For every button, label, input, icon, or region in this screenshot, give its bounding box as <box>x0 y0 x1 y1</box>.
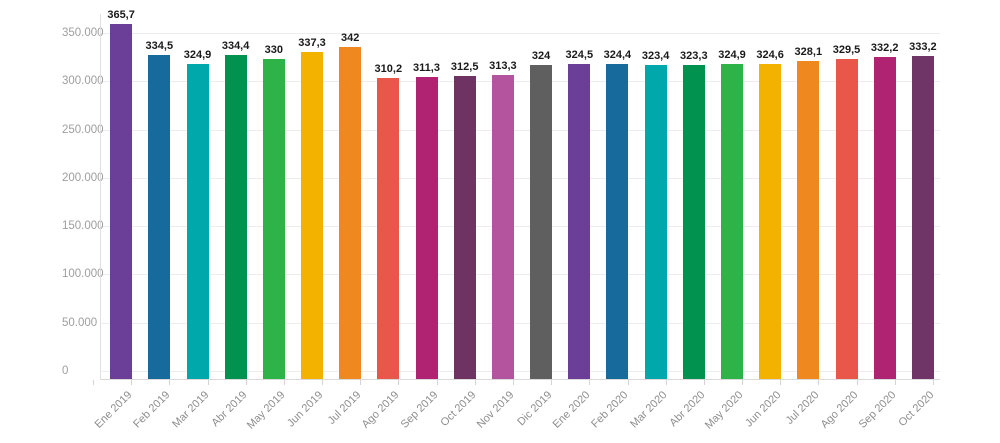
x-axis-tick <box>360 380 362 385</box>
y-axis-label: 250.000 <box>62 123 104 136</box>
bar-jul-2019[interactable] <box>339 47 362 379</box>
gridline <box>100 32 940 34</box>
bar-value-label: 312,5 <box>450 60 479 73</box>
x-axis-tick <box>589 380 591 385</box>
bar-nov-2019[interactable] <box>491 75 514 379</box>
x-axis-line <box>100 379 940 380</box>
x-axis-tick <box>131 380 133 385</box>
gridline <box>100 81 940 83</box>
gridline <box>100 322 940 324</box>
gridline <box>100 177 940 179</box>
y-axis-label: 150.000 <box>62 220 104 233</box>
bar-jun-2020[interactable] <box>759 64 782 379</box>
bar-sep-2020[interactable] <box>873 56 896 379</box>
bar-value-label: 323,4 <box>641 50 670 63</box>
bar-value-label: 324,9 <box>183 48 212 61</box>
bar-ene-2020[interactable] <box>568 64 591 379</box>
bar-value-label: 337,3 <box>298 36 326 49</box>
bar-ago-2020[interactable] <box>835 59 858 379</box>
x-axis-tick <box>665 380 667 385</box>
x-axis-tick <box>780 380 782 385</box>
x-axis-tick <box>513 380 514 385</box>
bar-abr-2020[interactable] <box>682 65 705 379</box>
gridline <box>100 371 940 372</box>
bar-value-label: 310,2 <box>374 63 403 76</box>
bar-oct-2020[interactable] <box>911 55 934 379</box>
y-axis-label: 200.000 <box>62 171 104 184</box>
bar-value-label: 323,3 <box>680 50 708 63</box>
x-axis-tick <box>627 380 629 385</box>
x-axis-tick <box>933 380 934 385</box>
bar-ago-2019[interactable] <box>377 78 400 379</box>
bar-oct-2019[interactable] <box>453 75 476 379</box>
bar-value-label: 365,7 <box>107 9 135 22</box>
bar-value-label: 324,4 <box>603 49 632 62</box>
y-axis-label: 50.000 <box>62 316 98 329</box>
bar-may-2019[interactable] <box>262 58 285 379</box>
y-axis-label: 0 <box>62 365 69 377</box>
bar-value-label: 330 <box>264 43 283 56</box>
bar-value-label: 342 <box>341 32 360 45</box>
gridline <box>100 129 940 131</box>
bar-value-label: 324,6 <box>756 49 784 62</box>
bar-mar-2020[interactable] <box>644 65 667 379</box>
x-axis-tick <box>818 380 820 385</box>
x-axis-tick <box>894 380 896 385</box>
bar-jun-2019[interactable] <box>301 51 323 379</box>
x-axis-tick <box>474 380 476 385</box>
bar-may-2020[interactable] <box>721 63 743 379</box>
bar-feb-2019[interactable] <box>148 54 171 379</box>
x-axis-tick <box>398 380 400 385</box>
bar-value-label: 333,2 <box>909 40 937 53</box>
x-axis-tick <box>322 380 324 385</box>
bar-value-label: 324,9 <box>718 48 746 61</box>
bar-sep-2019[interactable] <box>415 77 438 379</box>
x-axis-tick <box>245 380 247 385</box>
bar-ene-2019[interactable] <box>110 24 133 379</box>
x-axis-tick <box>207 380 209 385</box>
x-axis-tick <box>436 380 438 385</box>
bar-value-label: 324 <box>531 49 551 62</box>
x-axis-tick <box>93 380 94 385</box>
y-axis-label: 300.000 <box>62 75 104 88</box>
bar-dic-2019[interactable] <box>530 64 553 379</box>
bar-jul-2020[interactable] <box>797 60 820 379</box>
bar-value-label: 313,3 <box>489 60 517 73</box>
bar-abr-2019[interactable] <box>224 54 247 379</box>
gridline <box>100 226 940 228</box>
x-axis-tick <box>283 380 285 385</box>
bar-value-label: 329,5 <box>832 44 861 57</box>
x-axis-tick <box>169 380 171 385</box>
bar-feb-2020[interactable] <box>606 64 629 379</box>
bar-value-label: 334,5 <box>145 39 174 52</box>
y-axis-label: 350.000 <box>62 26 104 39</box>
gridline <box>100 274 940 276</box>
x-axis-tick <box>856 380 858 385</box>
x-axis-tick <box>742 380 744 385</box>
x-axis-tick <box>551 380 553 385</box>
bar-value-label: 324,5 <box>565 49 594 62</box>
y-axis-label: 100.000 <box>62 268 104 281</box>
x-axis-tick <box>703 380 705 385</box>
bar-value-label: 311,3 <box>413 62 440 74</box>
bar-mar-2019[interactable] <box>186 63 209 379</box>
bar-value-label: 332,2 <box>870 41 899 54</box>
bar-value-label: 334,4 <box>221 39 250 52</box>
bar-value-label: 328,1 <box>794 45 823 58</box>
y-axis-line <box>100 14 101 380</box>
